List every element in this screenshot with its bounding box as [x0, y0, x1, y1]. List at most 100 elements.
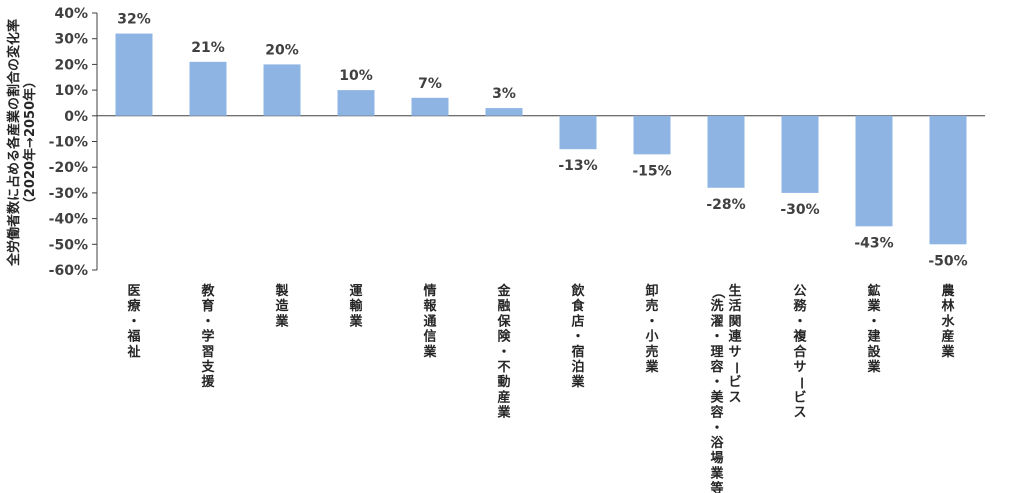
category-label-char: 宿 — [571, 344, 584, 360]
category-label-char: 店 — [571, 313, 584, 329]
bar — [263, 64, 301, 116]
category-label-char: 務 — [793, 298, 807, 314]
bar — [559, 115, 597, 150]
category-label-char: 複 — [792, 329, 807, 345]
category-label-char: 林 — [941, 298, 954, 314]
category-label-char: ビ — [793, 389, 806, 405]
data-label: 20% — [265, 42, 299, 58]
category-label-char: 金 — [496, 283, 511, 299]
category-label-char: ・ — [867, 314, 880, 329]
y-tick-label: -20% — [49, 160, 88, 176]
category-label-char: 合 — [793, 344, 807, 360]
category-label-char: ・ — [710, 330, 723, 345]
category-label-char: 業 — [709, 465, 724, 481]
category-label-char: ・ — [497, 345, 510, 360]
category-label-char: 容 — [709, 405, 723, 421]
y-tick-label: -40% — [49, 212, 88, 228]
category-label-char: 洗 — [710, 298, 723, 314]
bar — [485, 108, 523, 116]
y-tick-label: 0% — [64, 109, 88, 125]
category-label-char: 保 — [496, 313, 511, 329]
y-axis-title-line: （2020年→2050年） — [22, 75, 38, 210]
bar — [707, 115, 745, 188]
category-label-char: 売 — [645, 344, 658, 360]
category-label-char: ・ — [571, 330, 584, 345]
bar — [189, 61, 227, 116]
category-label-char: 産 — [497, 389, 510, 405]
y-tick-label: 10% — [54, 83, 88, 99]
category-label-char: ・ — [127, 314, 140, 329]
category-label-char: 運 — [349, 284, 362, 299]
category-label-char: 美 — [710, 389, 724, 405]
category-label-char: 業 — [866, 298, 881, 314]
category-label-char: 育 — [201, 298, 214, 314]
category-label-char: ス — [793, 406, 806, 421]
data-label: 7% — [418, 76, 442, 92]
bar — [929, 115, 967, 245]
category-label-char: ・ — [793, 314, 806, 329]
data-label: -30% — [780, 202, 819, 218]
category-label-char: 療 — [127, 298, 141, 314]
category-label-char: 農 — [941, 283, 955, 299]
category-label-char: 融 — [497, 298, 510, 314]
data-label: 32% — [117, 12, 151, 28]
category-label-char: （ — [710, 285, 726, 298]
category-label-char: 製 — [274, 283, 288, 299]
category-label-char: 情 — [423, 283, 436, 299]
category-label-char: 不 — [497, 360, 510, 375]
y-tick-label: -30% — [49, 186, 88, 202]
data-label: -15% — [632, 163, 671, 179]
bar — [855, 115, 893, 227]
category-label-char: ス — [728, 390, 741, 405]
bar — [781, 115, 819, 193]
category-label-char: 業 — [496, 405, 511, 421]
category-label-char: 業 — [422, 344, 437, 360]
category-label-char: 鉱 — [867, 283, 880, 299]
y-tick-label: -50% — [49, 237, 88, 253]
category-label-char: サ — [793, 360, 806, 375]
y-tick-label: -60% — [49, 263, 88, 279]
y-tick-label: 20% — [54, 57, 88, 73]
data-label: -28% — [706, 197, 745, 213]
category-label-char: 通 — [423, 313, 436, 329]
category-label-char: 場 — [710, 450, 723, 466]
data-label: -50% — [928, 253, 967, 269]
category-label-char: 業 — [274, 313, 289, 329]
category-labels: 医療・福祉教育・学習支援製造業運輸業情報通信業金融保険・不動産業飲食店・宿泊業卸… — [126, 283, 955, 493]
category-label-char: ー — [793, 377, 808, 390]
category-label-char: 支 — [200, 359, 215, 375]
category-label-char: 業 — [940, 344, 955, 360]
y-axis: 40% 30% 20% 10% 0% -10% -20% -30% -40% -50% -60% — [49, 6, 985, 279]
category-label-char: サ — [728, 345, 741, 360]
bar — [337, 90, 375, 116]
category-label-char: 業 — [570, 374, 585, 390]
category-label-char: 教 — [200, 283, 215, 299]
category-label-char: 理 — [710, 345, 723, 360]
category-label-char: ・ — [645, 314, 658, 329]
category-label-char: 産 — [941, 329, 954, 345]
category-label-char: 険 — [497, 329, 511, 345]
category-label-char: 動 — [497, 374, 510, 390]
data-label: 3% — [492, 86, 516, 102]
category-label-char: 容 — [709, 359, 723, 375]
category-label-char: 浴 — [710, 435, 724, 451]
category-label-char: ・ — [710, 375, 723, 390]
bar — [115, 33, 153, 116]
category-label-char: 活 — [728, 298, 741, 314]
bar — [633, 115, 671, 155]
category-label-char: 業 — [866, 359, 881, 375]
category-label-char: 報 — [423, 298, 437, 314]
category-label-char: 医 — [127, 284, 140, 299]
y-tick-label: -10% — [49, 135, 88, 151]
category-label-char: 業 — [348, 313, 363, 329]
category-label-char: 福 — [126, 329, 140, 345]
data-label: 10% — [339, 68, 373, 84]
category-label-char: 連 — [728, 329, 742, 345]
category-label-char: 泊 — [571, 359, 584, 375]
category-label-char: 業 — [644, 359, 659, 375]
bars — [115, 33, 967, 245]
category-label-char: ・ — [201, 314, 214, 329]
category-label-char: 等 — [709, 481, 723, 493]
bar — [411, 97, 449, 116]
